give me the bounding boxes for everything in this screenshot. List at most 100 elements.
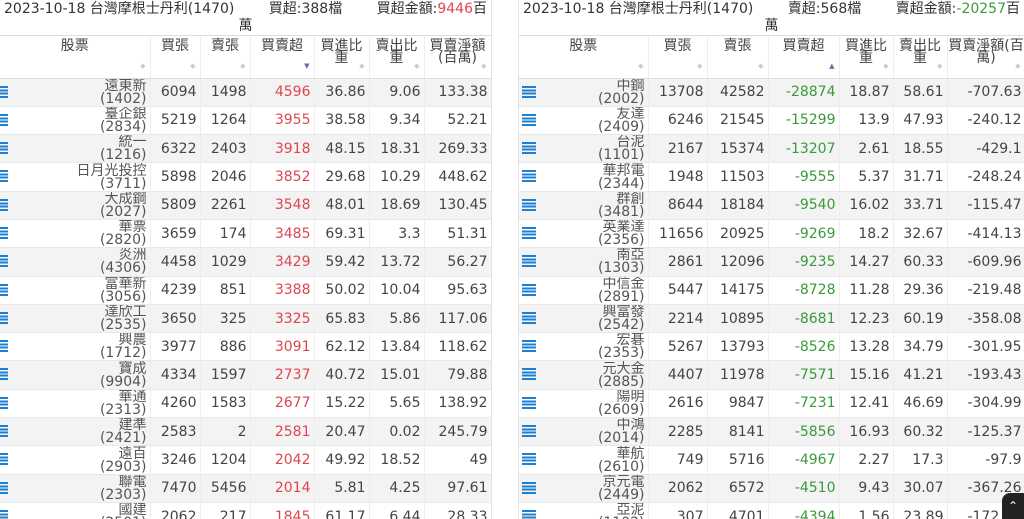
list-icon[interactable] — [0, 396, 8, 409]
sort-icon[interactable]: ◆ — [414, 62, 420, 70]
stock-name[interactable]: 陽明 — [616, 389, 645, 405]
sort-icon[interactable]: ◆ — [697, 62, 703, 70]
column-header[interactable]: 賣張 ◆ — [200, 36, 251, 79]
column-header[interactable]: 買進比重 ◆ — [839, 36, 894, 79]
list-icon[interactable] — [522, 255, 536, 268]
list-icon[interactable] — [522, 226, 536, 239]
list-icon[interactable] — [522, 113, 536, 126]
stock-cell[interactable]: 日月光投控 (3711) — [0, 162, 151, 192]
stock-name[interactable]: 統一 — [118, 134, 147, 151]
list-icon[interactable] — [0, 113, 8, 126]
list-icon[interactable] — [522, 396, 536, 409]
stock-name[interactable]: 亞泥 — [616, 502, 645, 519]
table-row[interactable]: 達欣工 (2535) 3650 325 3325 65.83 5.86 117.06 — [0, 304, 491, 334]
list-icon[interactable] — [0, 85, 8, 98]
list-icon[interactable] — [522, 170, 536, 183]
sort-icon[interactable]: ◆ — [1015, 62, 1021, 70]
stock-cell[interactable]: 臺企銀 (2834) — [0, 106, 151, 136]
sort-icon[interactable]: ◆ — [638, 62, 644, 70]
table-row[interactable]: 華航 (2610) 749 5716 -4967 2.27 17.3 -97.9 — [519, 445, 1024, 475]
table-row[interactable]: 宏碁 (2353) 5267 13793 -8526 13.28 34.79 -301.95 — [519, 332, 1024, 362]
stock-name[interactable]: 華通 — [118, 389, 147, 405]
sort-icon[interactable]: ◆ — [190, 62, 196, 70]
table-row[interactable]: 統一 (1216) 6322 2403 3918 48.15 18.31 269.33 — [0, 134, 491, 164]
list-icon[interactable] — [522, 453, 536, 466]
sort-icon[interactable]: ▲ — [829, 62, 835, 70]
sort-icon[interactable]: ▼ — [304, 62, 310, 70]
list-icon[interactable] — [0, 142, 8, 155]
column-header[interactable]: 股票 ◆ — [0, 36, 151, 79]
stock-cell[interactable]: 聯電 (2303) — [0, 474, 151, 503]
column-header[interactable]: 賣出比重 ◆ — [893, 36, 948, 79]
table-row[interactable]: 聯電 (2303) 7470 5456 2014 5.81 4.25 97.61 — [0, 474, 491, 503]
stock-cell[interactable]: 宏碁 (2353) — [519, 332, 649, 362]
stock-cell[interactable]: 中鴻 (2014) — [519, 417, 649, 447]
table-row[interactable]: 大成鋼 (2027) 5809 2261 3548 48.01 18.69 130.45 — [0, 191, 491, 220]
stock-name[interactable]: 達欣工 — [104, 304, 147, 321]
stock-cell[interactable]: 亞泥(1102) — [519, 502, 649, 519]
stock-name[interactable]: 日月光投控 — [76, 162, 147, 179]
stock-name[interactable]: 聯電 — [118, 474, 147, 490]
stock-name[interactable]: 華邦電 — [602, 162, 645, 179]
table-row[interactable]: 中信金 (2891) 5447 14175 -8728 11.28 29.36 -219.48 — [519, 276, 1024, 305]
table-row[interactable]: 英業達 (2356) 11656 20925 -9269 18.2 32.67 -414.13 — [519, 219, 1024, 249]
stock-name[interactable]: 華航 — [616, 445, 645, 462]
stock-cell[interactable]: 群創 (3481) — [519, 191, 649, 220]
table-row[interactable]: 興富發 (2542) 2214 10895 -8681 12.23 60.19 -358.08 — [519, 304, 1024, 334]
table-row[interactable]: 興農 (1712) 3977 886 3091 62.12 13.84 118.62 — [0, 332, 491, 362]
stock-name[interactable]: 遠百 — [118, 445, 147, 462]
list-icon[interactable] — [0, 481, 8, 494]
list-icon[interactable] — [522, 425, 536, 438]
column-header[interactable]: 買賣淨額(百萬) ◆ — [424, 36, 491, 79]
list-icon[interactable] — [522, 509, 536, 519]
stock-cell[interactable]: 友達 (2409) — [519, 106, 649, 136]
stock-name[interactable]: 寶成 — [118, 360, 147, 377]
table-row[interactable]: 華票 (2820) 3659 174 3485 69.31 3.3 51.31 — [0, 219, 491, 249]
list-icon[interactable] — [0, 368, 8, 381]
table-row[interactable]: 華通 (2313) 4260 1583 2677 15.22 5.65 138.92 — [0, 389, 491, 419]
table-row[interactable]: 中鋼 (2002) 13708 42582 -28874 18.87 58.61 -707.6… — [519, 78, 1024, 107]
table-row[interactable]: 華邦電 (2344) 1948 11503 -9555 5.37 31.71 -248.24 — [519, 162, 1024, 192]
list-icon[interactable] — [522, 142, 536, 155]
stock-name[interactable]: 建準 — [118, 417, 147, 434]
stock-cell[interactable]: 國建(2501) — [0, 502, 151, 519]
stock-cell[interactable]: 台泥 (1101) — [519, 134, 649, 164]
stock-cell[interactable]: 興富發 (2542) — [519, 304, 649, 334]
stock-name[interactable]: 興農 — [118, 332, 147, 349]
table-row[interactable]: 陽明 (2609) 2616 9847 -7231 12.41 46.69 -304.99 — [519, 389, 1024, 419]
stock-cell[interactable]: 富華新 (3056) — [0, 276, 151, 305]
list-icon[interactable] — [522, 368, 536, 381]
stock-cell[interactable]: 中信金 (2891) — [519, 276, 649, 305]
list-icon[interactable] — [0, 509, 8, 519]
stock-cell[interactable]: 南亞 (1303) — [519, 247, 649, 277]
list-icon[interactable] — [0, 198, 8, 211]
stock-cell[interactable]: 華邦電 (2344) — [519, 162, 649, 192]
stock-name[interactable]: 中鋼 — [616, 78, 645, 94]
column-header[interactable]: 賣出比重 ◆ — [369, 36, 425, 79]
stock-name[interactable]: 遠東新 — [104, 78, 147, 94]
table-row[interactable]: 寶成 (9904) 4334 1597 2737 40.72 15.01 79.88 — [0, 360, 491, 390]
stock-name[interactable]: 大成鋼 — [104, 191, 147, 207]
sort-icon[interactable]: ◆ — [481, 62, 487, 70]
stock-cell[interactable]: 華航 (2610) — [519, 445, 649, 475]
sort-icon[interactable]: ◆ — [883, 62, 889, 70]
stock-name[interactable]: 興富發 — [602, 304, 645, 321]
stock-cell[interactable]: 京元電 (2449) — [519, 474, 649, 503]
table-row[interactable]: 遠東新 (1402) 6094 1498 4596 36.86 9.06 133.38 — [0, 78, 491, 107]
stock-name[interactable]: 中信金 — [602, 276, 645, 292]
stock-name[interactable]: 富華新 — [104, 276, 147, 292]
list-icon[interactable] — [522, 85, 536, 98]
list-icon[interactable] — [0, 453, 8, 466]
stock-cell[interactable]: 興農 (1712) — [0, 332, 151, 362]
table-row[interactable]: 中鴻 (2014) 2285 8141 -5856 16.93 60.32 -125.37 — [519, 417, 1024, 447]
sort-icon[interactable]: ◆ — [140, 62, 146, 70]
stock-name[interactable]: 臺企銀 — [104, 106, 147, 122]
list-icon[interactable] — [522, 311, 536, 324]
scroll-to-top-button[interactable]: ⌃ — [1002, 493, 1024, 519]
list-icon[interactable] — [0, 283, 8, 296]
column-header[interactable]: 買賣淨額(百萬) ◆ — [947, 36, 1024, 79]
table-row[interactable]: 友達 (2409) 6246 21545 -15299 13.9 47.93 -240.12 — [519, 106, 1024, 136]
list-icon[interactable] — [522, 340, 536, 353]
column-header[interactable]: 買進比重 ◆ — [314, 36, 370, 79]
